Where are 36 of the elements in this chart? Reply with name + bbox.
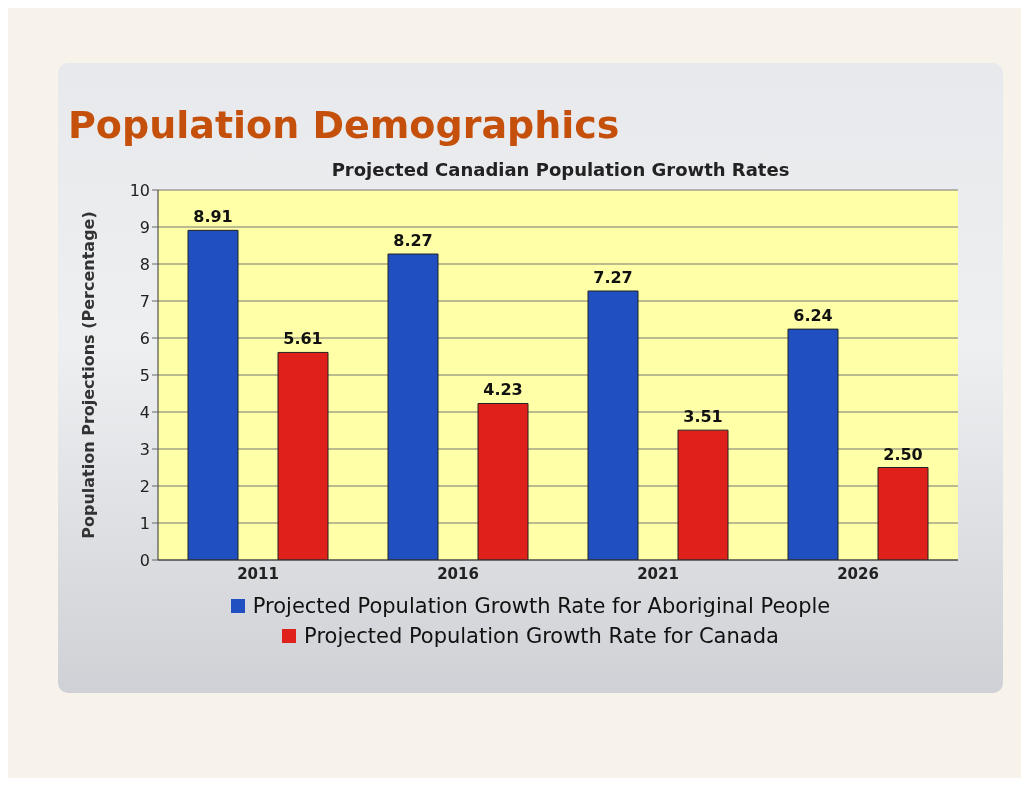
data-label: 4.23 xyxy=(483,380,523,400)
x-tick-label: 2016 xyxy=(437,564,479,583)
y-tick-label: 9 xyxy=(139,217,150,237)
bar xyxy=(387,253,439,560)
bar xyxy=(277,351,329,560)
y-tick-label: 5 xyxy=(139,365,150,385)
bar xyxy=(477,402,529,560)
data-label: 3.51 xyxy=(683,407,723,427)
y-tick-label: 2 xyxy=(139,476,150,496)
y-tick-label: 3 xyxy=(139,439,150,459)
bar xyxy=(677,429,729,560)
y-tick-label: 8 xyxy=(139,254,150,274)
y-tick-label: 0 xyxy=(139,550,150,570)
y-tick-label: 6 xyxy=(139,328,150,348)
y-axis-title: Population Projections (Percentage) xyxy=(78,211,98,539)
bar xyxy=(187,229,239,560)
bar xyxy=(787,328,839,560)
data-label: 2.50 xyxy=(883,444,923,464)
data-label: 6.24 xyxy=(793,306,833,326)
y-tick-label: 4 xyxy=(139,402,150,422)
data-label: 7.27 xyxy=(593,268,633,288)
y-tick-label: 10 xyxy=(129,180,150,200)
y-tick-label: 7 xyxy=(139,291,150,311)
data-label: 8.91 xyxy=(193,207,233,227)
x-tick-label: 2026 xyxy=(837,564,879,583)
y-tick-label: 1 xyxy=(139,513,150,533)
legend-label: Projected Population Growth Rate for Canada xyxy=(304,624,779,648)
x-tick-label: 2021 xyxy=(637,564,679,583)
data-label: 8.27 xyxy=(393,231,433,251)
x-tick-label: 2011 xyxy=(237,564,279,583)
legend-label: Projected Population Growth Rate for Aboriginal People xyxy=(252,594,831,618)
chart-subtitle: Projected Canadian Population Growth Rates xyxy=(330,159,791,180)
bar xyxy=(877,467,929,560)
bar xyxy=(587,290,639,560)
data-label: 5.61 xyxy=(283,329,323,349)
chart-title: Population Demographics xyxy=(68,103,621,147)
